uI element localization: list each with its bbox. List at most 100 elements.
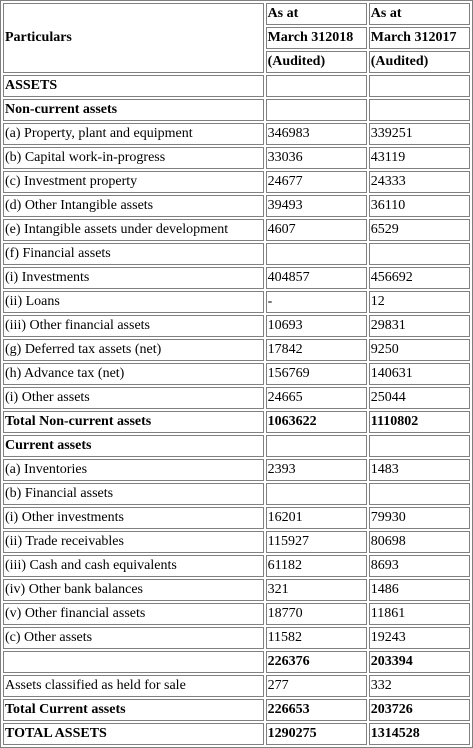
row-value-2017: 11861 (368, 603, 470, 625)
row-value-2017: 80698 (368, 531, 470, 553)
table-row: Non-current assets (3, 99, 470, 121)
table-row: (a) Property, plant and equipment 346983 3… (3, 123, 470, 145)
row-value-2018: 346983 (265, 123, 367, 145)
table-row: (f) Financial assets (3, 243, 470, 265)
row-value-2018: 16201 (265, 507, 367, 529)
table-row: (ii) Loans -12 (3, 291, 470, 313)
row-value-2017: 6529 (368, 219, 470, 241)
row-value-2017 (368, 75, 470, 97)
row-value-2018: 61182 (265, 555, 367, 577)
row-value-2018: 226376 (265, 651, 367, 673)
row-label: (iv) Other bank balances (3, 579, 264, 601)
row-value-2018: 1290275 (265, 723, 367, 745)
header-row: March 312018 March 312017 (3, 27, 470, 49)
row-label: (a) Property, plant and equipment (3, 123, 264, 145)
row-label: TOTAL ASSETS (3, 723, 264, 745)
table-row: Assets classified as held for sale 277 332 (3, 675, 470, 697)
row-label: (b) Capital work-in-progress (3, 147, 264, 169)
row-value-2018: 4607 (265, 219, 367, 241)
row-value-2017 (368, 243, 470, 265)
row-value-2018: 24677 (265, 171, 367, 193)
row-value-2017: 1314528 (368, 723, 470, 745)
row-value-2018 (265, 483, 367, 505)
row-label: (i) Investments (3, 267, 264, 289)
row-label: (iii) Cash and cash equivalents (3, 555, 264, 577)
row-value-2017: 29831 (368, 315, 470, 337)
row-label: Total Current assets (3, 699, 264, 721)
table-row: (b) Capital work-in-progress 33036 43119 (3, 147, 470, 169)
row-label: (b) Financial assets (3, 483, 264, 505)
col2-header-line2: March 312017 (368, 27, 470, 49)
table-row: (b) Financial assets (3, 483, 470, 505)
table-row: (a) Inventories 2393 1483 (3, 459, 470, 481)
table-row: (d) Other Intangible assets 39493 36110 (3, 195, 470, 217)
row-label: Total Non-current assets (3, 411, 264, 433)
row-value-2018: 277 (265, 675, 367, 697)
row-value-2018: 18770 (265, 603, 367, 625)
table-row: (h) Advance tax (net) 156769 140631 (3, 363, 470, 385)
row-value-2017: 456692 (368, 267, 470, 289)
table-row: (i) Other investments 16201 79930 (3, 507, 470, 529)
row-label: (i) Other assets (3, 387, 264, 409)
row-value-2018: 2393 (265, 459, 367, 481)
row-value-2018: 1063622 (265, 411, 367, 433)
row-label: (v) Other financial assets (3, 603, 264, 625)
row-value-2017: 36110 (368, 195, 470, 217)
row-value-2017: 1486 (368, 579, 470, 601)
row-value-2018: 17842 (265, 339, 367, 361)
table-row: (e) Intangible assets under development 4… (3, 219, 470, 241)
header-row: Particulars As at As at (3, 3, 470, 73)
row-value-2017 (368, 435, 470, 457)
row-value-2017: 24333 (368, 171, 470, 193)
table-row: (iii) Cash and cash equivalents 61182 8693 (3, 555, 470, 577)
table-row: 226376 203394 (3, 651, 470, 673)
row-value-2018: 226653 (265, 699, 367, 721)
row-value-2017: 8693 (368, 555, 470, 577)
row-label: (f) Financial assets (3, 243, 264, 265)
row-label: (e) Intangible assets under development (3, 219, 264, 241)
row-label: (i) Other investments (3, 507, 264, 529)
table-row: (iv) Other bank balances 321 1486 (3, 579, 470, 601)
row-label: (c) Other assets (3, 627, 264, 649)
row-label: (ii) Loans (3, 291, 264, 313)
row-label: ASSETS (3, 75, 264, 97)
row-label: (h) Advance tax (net) (3, 363, 264, 385)
table-row: Total Non-current assets 1063622 1110802 (3, 411, 470, 433)
row-label: (a) Inventories (3, 459, 264, 481)
table-row: Current assets (3, 435, 470, 457)
particulars-header: Particulars (3, 3, 264, 73)
row-value-2017: 332 (368, 675, 470, 697)
row-label: Assets classified as held for sale (3, 675, 264, 697)
row-value-2018 (265, 435, 367, 457)
row-value-2018: 10693 (265, 315, 367, 337)
table-row: (c) Investment property 24677 24333 (3, 171, 470, 193)
table-row: (ii) Trade receivables 115927 80698 (3, 531, 470, 553)
row-value-2018: 33036 (265, 147, 367, 169)
col1-header-line2: March 312018 (265, 27, 367, 49)
table-row: (c) Other assets 11582 19243 (3, 627, 470, 649)
col1-header-line1: As at (265, 3, 367, 25)
row-label: (iii) Other financial assets (3, 315, 264, 337)
row-label: (ii) Trade receivables (3, 531, 264, 553)
row-value-2018: 24665 (265, 387, 367, 409)
row-value-2017: 79930 (368, 507, 470, 529)
row-label: Non-current assets (3, 99, 264, 121)
row-value-2018: 321 (265, 579, 367, 601)
row-value-2017: 19243 (368, 627, 470, 649)
table-body: Particulars As at As at March 312018 Mar… (3, 3, 470, 745)
table-row: (iii) Other financial assets 10693 29831 (3, 315, 470, 337)
row-label: Current assets (3, 435, 264, 457)
row-value-2018: 115927 (265, 531, 367, 553)
row-value-2017 (368, 99, 470, 121)
row-value-2017: 1483 (368, 459, 470, 481)
row-value-2017: 339251 (368, 123, 470, 145)
row-value-2017: 203394 (368, 651, 470, 673)
row-value-2017: 1110802 (368, 411, 470, 433)
row-value-2017 (368, 483, 470, 505)
table-row: ASSETS (3, 75, 470, 97)
row-value-2018: 11582 (265, 627, 367, 649)
row-value-2018: 404857 (265, 267, 367, 289)
row-value-2017: 43119 (368, 147, 470, 169)
table-row: TOTAL ASSETS 1290275 1314528 (3, 723, 470, 745)
row-value-2017: 12 (368, 291, 470, 313)
